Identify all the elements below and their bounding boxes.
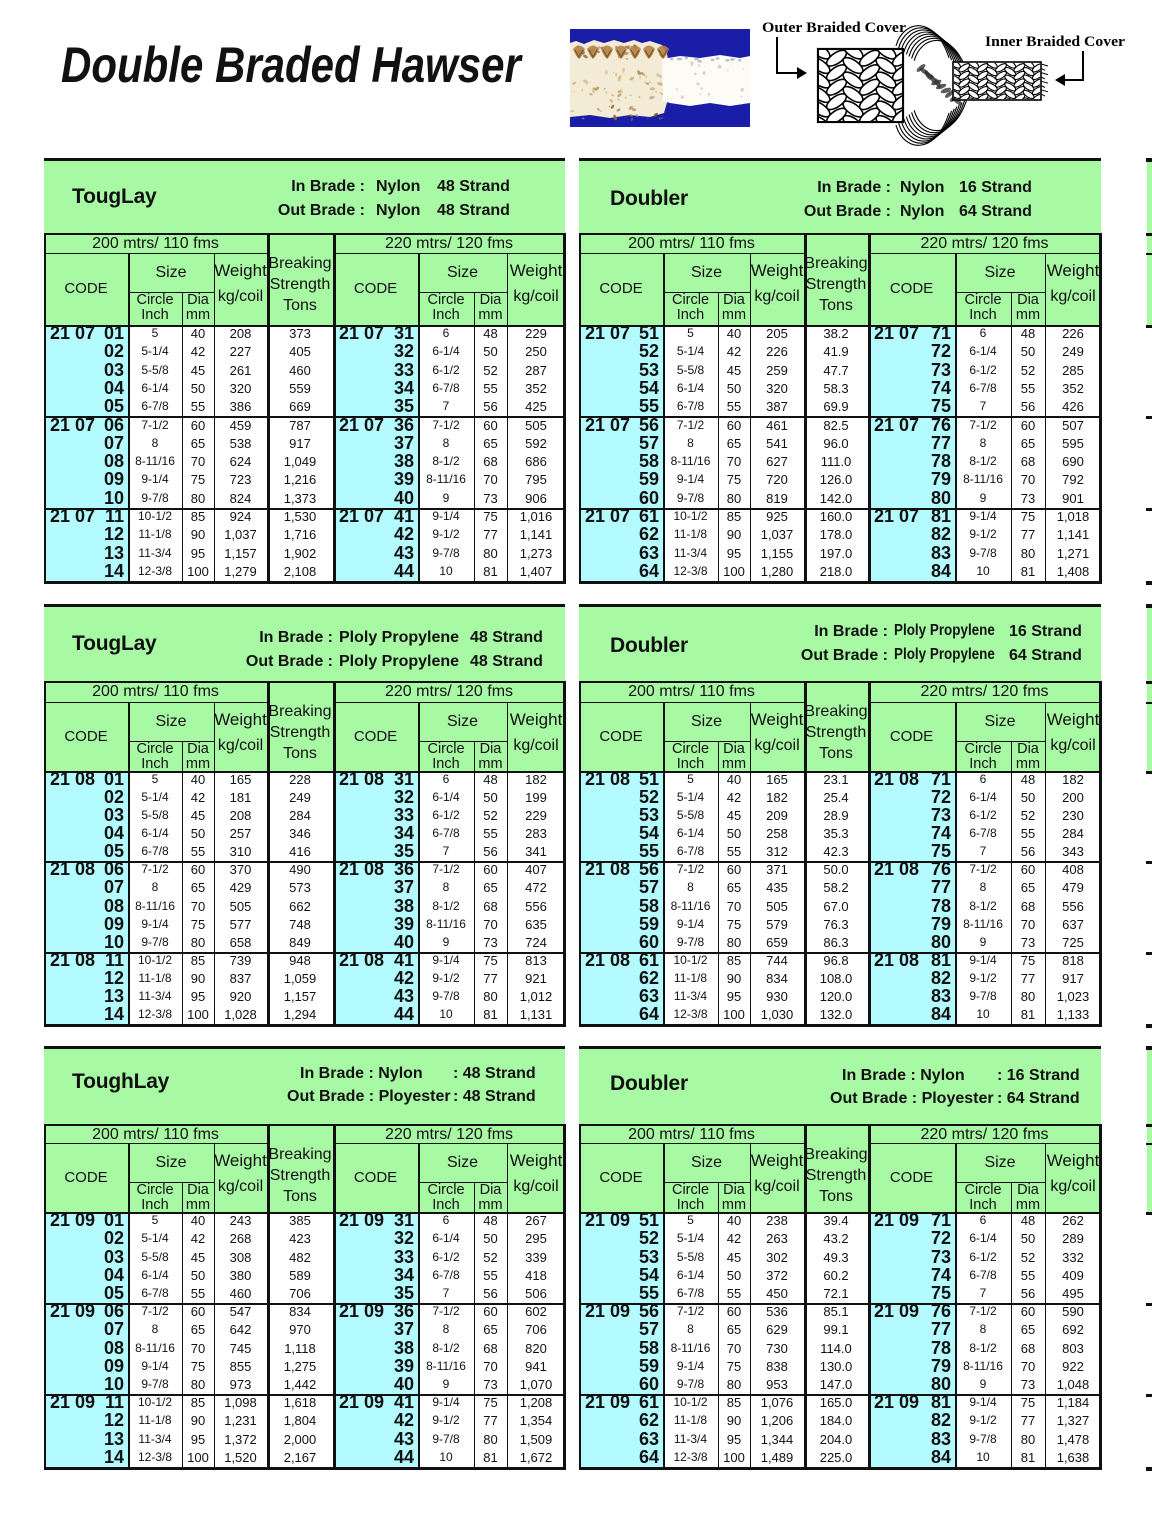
svg-text:Outer Braided Cover: Outer Braided Cover: [762, 20, 906, 36]
svg-text:Inner Braided Cover: Inner Braided Cover: [985, 34, 1125, 50]
